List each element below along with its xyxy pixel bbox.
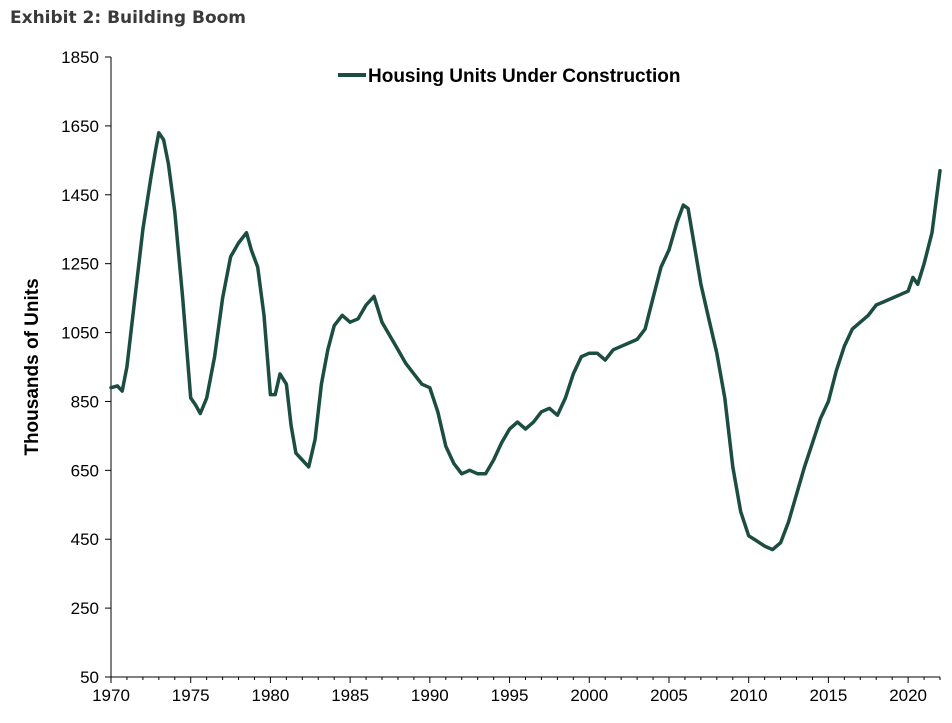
y-tick-label: 1650 — [61, 117, 99, 136]
y-tick-label: 1850 — [61, 48, 99, 67]
series-group — [109, 131, 942, 552]
y-tick-label: 1250 — [61, 255, 99, 274]
x-tick-label: 2015 — [809, 686, 847, 705]
x-tick-label: 1995 — [491, 686, 529, 705]
y-axis-ticks: 50 250 450 650 850 1050 1250 1450 1650 1850 — [61, 48, 111, 687]
x-tick-label: 2000 — [570, 686, 608, 705]
y-tick-label: 250 — [71, 599, 99, 618]
x-tick-label: 2005 — [650, 686, 688, 705]
x-tick-label: 1990 — [411, 686, 449, 705]
x-tick-label: 1970 — [92, 686, 130, 705]
y-tick-label: 1050 — [61, 324, 99, 343]
exhibit-title: Exhibit 2: Building Boom — [10, 8, 247, 28]
x-tick-label: 2020 — [889, 686, 927, 705]
y-tick-label: 1450 — [61, 186, 99, 205]
y-axis-title: Thousands of Units — [22, 278, 43, 455]
y-tick-label: 850 — [71, 392, 99, 411]
x-tick-label: 2010 — [730, 686, 768, 705]
y-tick-label: 450 — [71, 530, 99, 549]
series-line — [109, 131, 942, 552]
x-axis-ticks: 1970 1975 1980 1985 1990 1995 2000 2005 2010 2015… — [92, 677, 941, 705]
x-tick-label: 1975 — [172, 686, 210, 705]
x-tick-label: 1980 — [252, 686, 290, 705]
legend-label: Housing Units Under Construction — [368, 66, 680, 87]
legend: Housing Units Under Construction — [338, 66, 680, 87]
y-tick-label: 50 — [80, 668, 99, 687]
y-tick-label: 650 — [71, 461, 99, 480]
x-tick-label: 1985 — [331, 686, 369, 705]
